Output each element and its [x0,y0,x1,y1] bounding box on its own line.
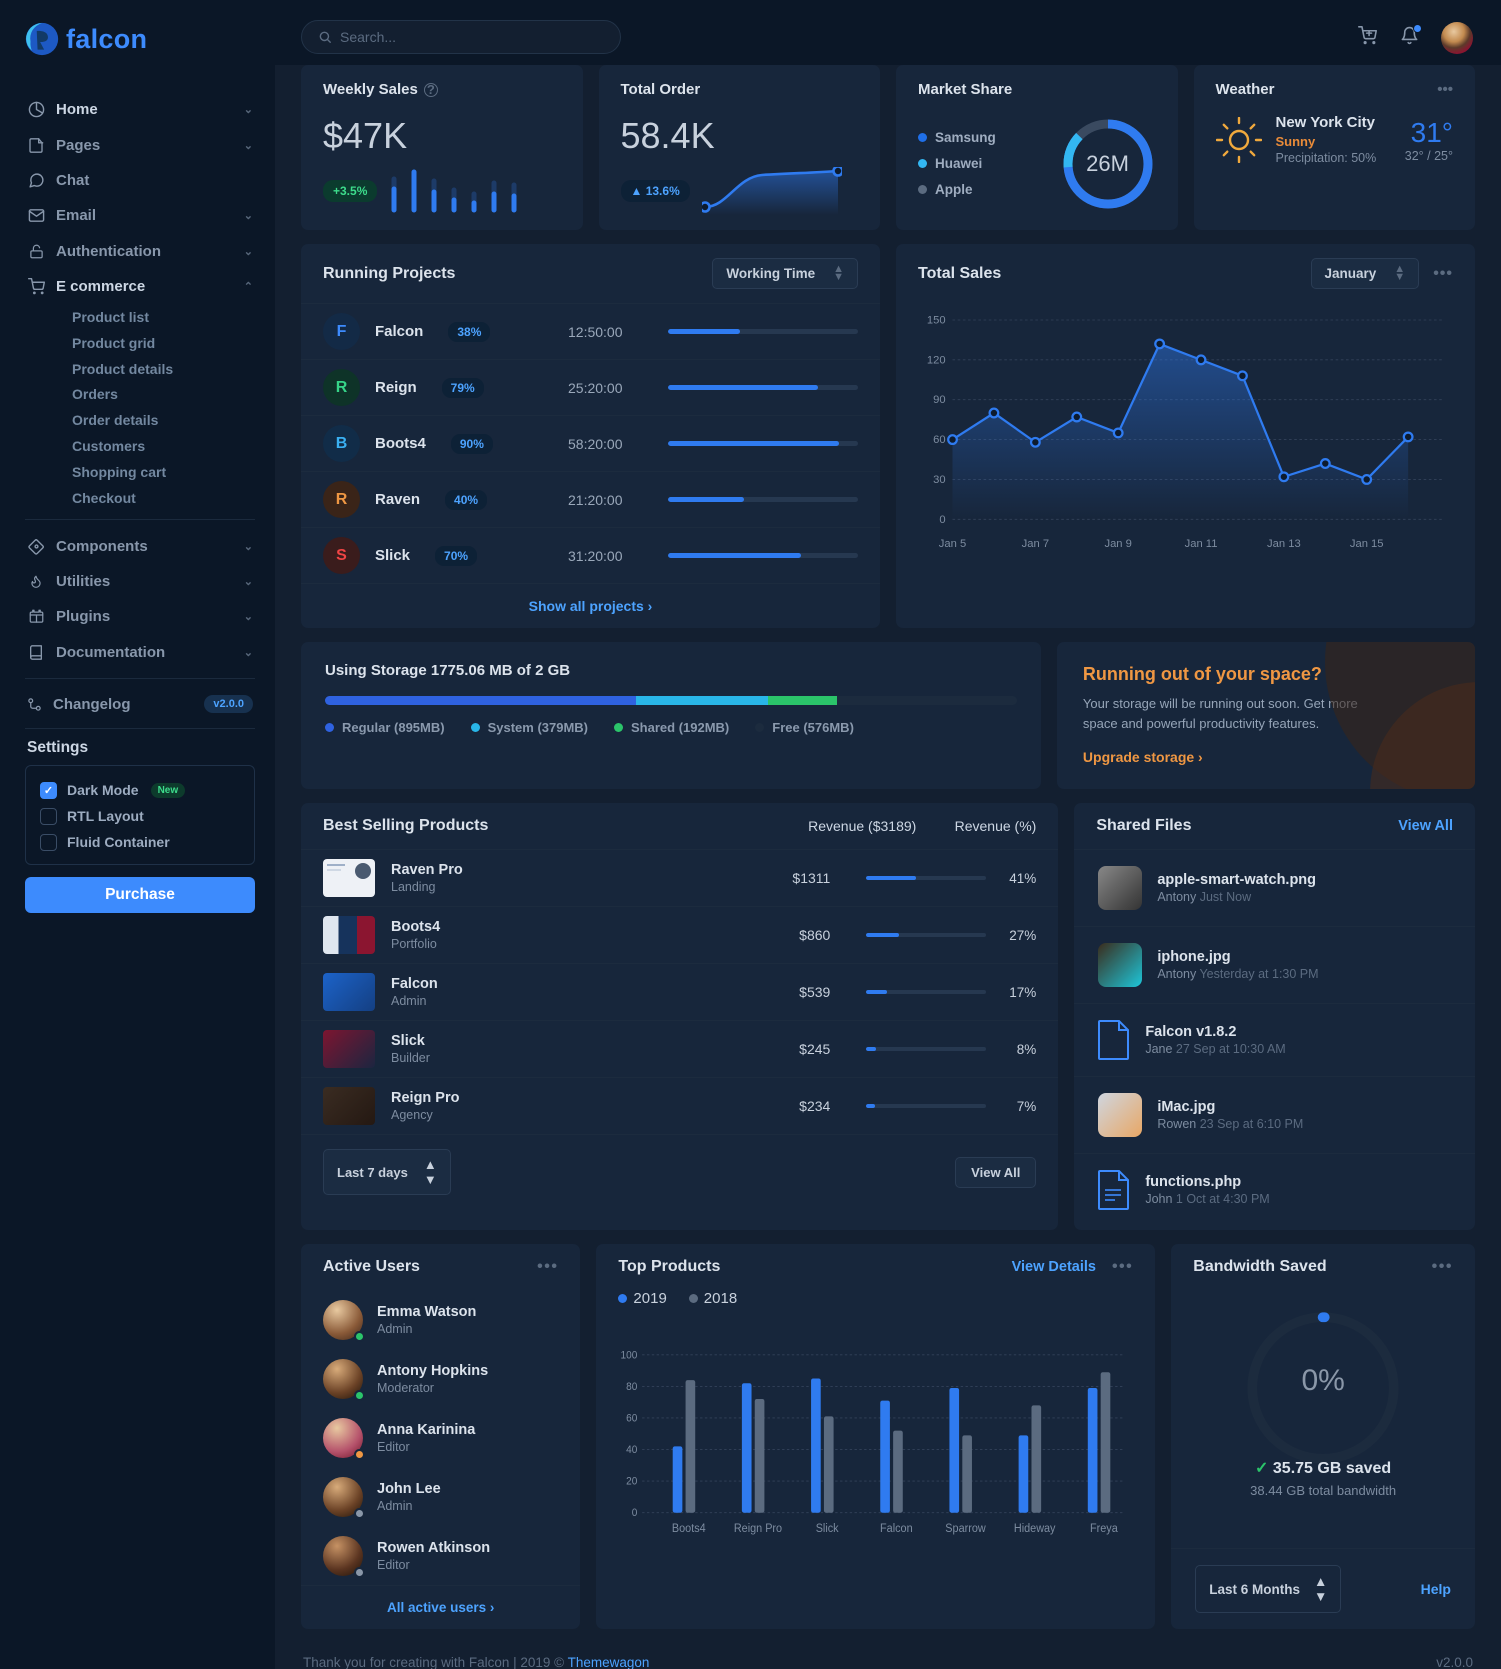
svg-text:0: 0 [939,514,945,526]
svg-text:90: 90 [933,395,945,407]
svg-text:100: 100 [621,1349,638,1362]
svg-text:Boots4: Boots4 [672,1523,706,1536]
svg-text:Sparrow: Sparrow [946,1523,987,1536]
svg-text:60: 60 [933,434,945,446]
svg-text:Freya: Freya [1090,1523,1118,1536]
svg-text:30: 30 [933,474,945,486]
svg-text:Jan 9: Jan 9 [1104,538,1131,550]
svg-text:40: 40 [627,1444,638,1457]
svg-text:Jan 7: Jan 7 [1022,538,1049,550]
svg-text:20: 20 [627,1476,638,1489]
svg-text:150: 150 [927,315,946,327]
svg-text:Reign Pro: Reign Pro [734,1523,782,1536]
svg-text:Jan 15: Jan 15 [1350,538,1384,550]
svg-text:Hideway: Hideway [1014,1523,1056,1536]
svg-text:Jan 13: Jan 13 [1267,538,1301,550]
svg-text:Slick: Slick [816,1523,839,1536]
svg-text:Jan 11: Jan 11 [1185,538,1218,550]
svg-text:0: 0 [632,1507,638,1520]
svg-text:Jan 5: Jan 5 [939,538,966,550]
svg-text:80: 80 [627,1381,638,1394]
svg-text:120: 120 [927,355,946,367]
svg-text:60: 60 [627,1412,638,1425]
svg-text:Falcon: Falcon [880,1523,913,1536]
